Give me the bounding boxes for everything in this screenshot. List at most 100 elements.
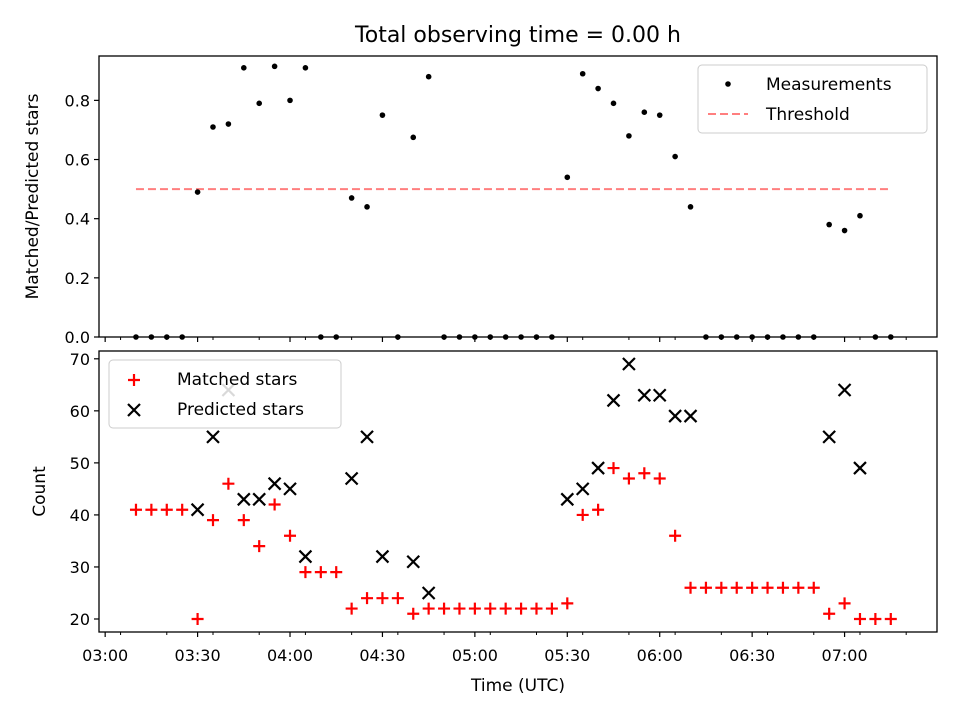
matched-star-point xyxy=(746,581,759,594)
matched-star-point xyxy=(561,597,574,610)
x-axis-label: Time (UTC) xyxy=(470,676,565,696)
x-tick-label: 04:30 xyxy=(359,646,405,665)
matched-star-point xyxy=(284,529,297,542)
matched-star-point xyxy=(145,503,158,516)
predicted-star-point xyxy=(837,383,852,397)
x-tick-label: 05:00 xyxy=(452,646,498,665)
bottom-plot-marks xyxy=(129,357,897,625)
measurement-point xyxy=(826,221,832,228)
matched-star-point xyxy=(761,581,774,594)
top-legend: Measurements Threshold xyxy=(697,64,928,134)
bottom-y-axis: 20 30 40 50 60 70 xyxy=(70,350,99,629)
measurement-point xyxy=(287,97,293,104)
predicted-star-point xyxy=(267,476,282,491)
legend-label-matched-stars: Matched stars xyxy=(177,370,297,390)
top-plot-marks xyxy=(133,63,894,340)
bottom-legend-box xyxy=(108,359,342,429)
predicted-star-point xyxy=(637,388,652,403)
matched-star-point xyxy=(160,503,173,516)
matched-star-point xyxy=(699,581,712,594)
predicted-star-point xyxy=(252,492,266,507)
measurement-point xyxy=(271,63,278,70)
matched-star-point xyxy=(499,602,512,615)
top-legend-box xyxy=(697,64,928,134)
matched-star-point xyxy=(438,602,451,615)
bottom-panel: 20 30 40 50 60 70 03:00 03:30 04:00 04:30 05:00 05… xyxy=(30,350,938,696)
top-x-axis xyxy=(104,337,907,342)
matched-star-point xyxy=(869,612,882,625)
matched-star-point xyxy=(345,602,358,615)
matched-star-point xyxy=(222,477,235,490)
predicted-star-point xyxy=(853,461,867,475)
matched-star-point xyxy=(807,581,820,594)
measurement-point xyxy=(364,204,370,210)
measurement-point xyxy=(564,174,571,181)
y-tick-label: 0.6 xyxy=(65,151,90,170)
predicted-star-point xyxy=(683,409,698,423)
bottom-legend: Matched stars Predicted stars xyxy=(108,359,342,429)
bottom-plot-frame xyxy=(98,350,938,633)
matched-star-point xyxy=(838,597,851,610)
top-y-axis: 0.0 0.2 0.4 0.6 0.8 xyxy=(65,91,99,347)
x-tick-label: 04:00 xyxy=(267,646,313,665)
measurement-point xyxy=(672,153,678,160)
matched-star-point xyxy=(268,498,281,511)
predicted-star-point xyxy=(591,461,605,475)
predicted-star-point xyxy=(606,393,621,408)
matched-star-point xyxy=(823,607,836,620)
matched-star-point xyxy=(638,467,651,480)
measurement-point xyxy=(857,212,863,219)
matched-star-point xyxy=(176,503,189,516)
matched-star-point xyxy=(191,612,204,625)
measurement-point xyxy=(379,112,386,118)
predicted-star-point xyxy=(206,430,220,444)
measurement-point xyxy=(687,204,694,210)
measurement-point xyxy=(241,65,247,71)
y-tick-label: 30 xyxy=(70,558,90,577)
matched-star-point xyxy=(330,566,343,579)
top-y-axis-label: Matched/Predicted stars xyxy=(23,93,43,299)
x-tick-label: 05:30 xyxy=(544,646,590,665)
measurement-point xyxy=(579,70,586,77)
matched-star-point xyxy=(684,581,697,594)
measurement-point xyxy=(626,133,632,139)
x-tick-label: 03:00 xyxy=(82,646,128,665)
x-tick-label: 07:00 xyxy=(822,646,868,665)
legend-label-threshold: Threshold xyxy=(765,105,850,125)
measurement-point xyxy=(225,121,232,127)
predicted-star-point xyxy=(822,430,836,444)
matched-star-point xyxy=(391,592,404,605)
predicted-star-point xyxy=(560,492,575,507)
matched-star-point xyxy=(530,602,543,615)
measurement-point xyxy=(425,73,432,80)
y-tick-label: 0.2 xyxy=(65,269,90,288)
matched-star-point xyxy=(422,602,435,615)
predicted-star-point xyxy=(237,492,251,507)
predicted-star-point xyxy=(652,388,667,403)
measurement-point xyxy=(194,189,201,195)
y-tick-label: 50 xyxy=(70,454,90,473)
matched-star-point xyxy=(376,592,389,605)
matched-star-point xyxy=(299,566,312,579)
legend-label-predicted-stars: Predicted stars xyxy=(177,400,304,420)
y-tick-label: 0.8 xyxy=(65,91,90,110)
matched-star-point xyxy=(237,514,250,527)
legend-marker-predicted-stars xyxy=(127,403,141,417)
matched-star-point xyxy=(361,592,374,605)
measurement-point xyxy=(210,124,216,130)
predicted-star-point xyxy=(622,357,636,371)
matched-star-point xyxy=(314,566,327,579)
matched-star-point xyxy=(484,602,497,615)
matched-star-point xyxy=(607,462,620,475)
top-plot-frame xyxy=(98,55,938,338)
matched-star-point xyxy=(206,514,219,527)
measurement-point xyxy=(641,109,648,115)
x-tick-label: 06:00 xyxy=(637,646,683,665)
y-tick-label: 40 xyxy=(70,506,90,525)
matched-star-point xyxy=(792,581,805,594)
matched-star-point xyxy=(730,581,743,594)
matched-star-point xyxy=(253,540,266,553)
measurement-point xyxy=(610,100,617,107)
